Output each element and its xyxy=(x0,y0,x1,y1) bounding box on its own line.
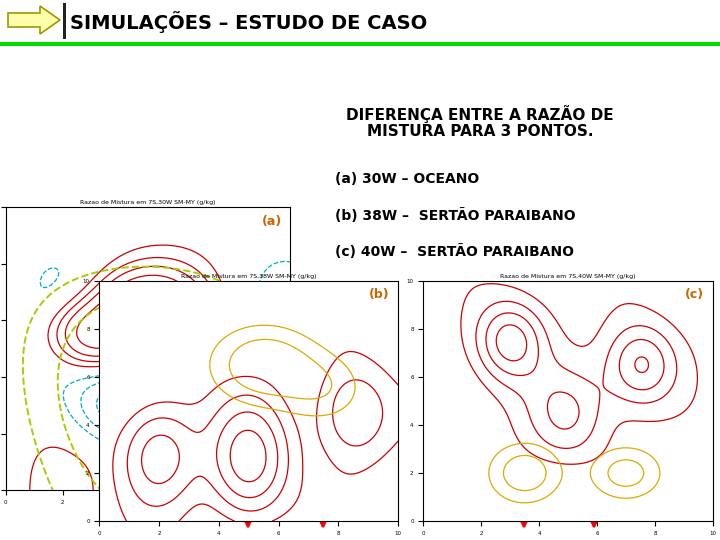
Title: Razao de Mistura em 7S,38W SM-MY (g/kg): Razao de Mistura em 7S,38W SM-MY (g/kg) xyxy=(181,274,317,279)
Title: Razao de Mistura em 7S,30W SM-MY (g/kg): Razao de Mistura em 7S,30W SM-MY (g/kg) xyxy=(80,200,216,205)
Bar xyxy=(63,3,66,39)
Text: SIMULAÇÕES – ESTUDO DE CASO: SIMULAÇÕES – ESTUDO DE CASO xyxy=(70,11,427,33)
Text: (b) 38W –  SERTÃO PARAIBANO: (b) 38W – SERTÃO PARAIBANO xyxy=(335,208,575,223)
Text: (b): (b) xyxy=(369,288,390,301)
Title: Razao de Mistura em 7S,40W SM-MY (g/kg): Razao de Mistura em 7S,40W SM-MY (g/kg) xyxy=(500,274,636,279)
Polygon shape xyxy=(8,6,60,34)
Text: DIFERENÇA ENTRE A RAZÃO DE: DIFERENÇA ENTRE A RAZÃO DE xyxy=(346,105,614,123)
Text: (c) 40W –  SERTÃO PARAIBANO: (c) 40W – SERTÃO PARAIBANO xyxy=(335,244,574,259)
Text: MISTURA PARA 3 PONTOS.: MISTURA PARA 3 PONTOS. xyxy=(366,124,593,139)
Text: (a): (a) xyxy=(261,215,282,228)
Bar xyxy=(0,42,720,46)
Text: (c): (c) xyxy=(685,288,704,301)
Text: (a) 30W – OCEANO: (a) 30W – OCEANO xyxy=(335,172,480,186)
